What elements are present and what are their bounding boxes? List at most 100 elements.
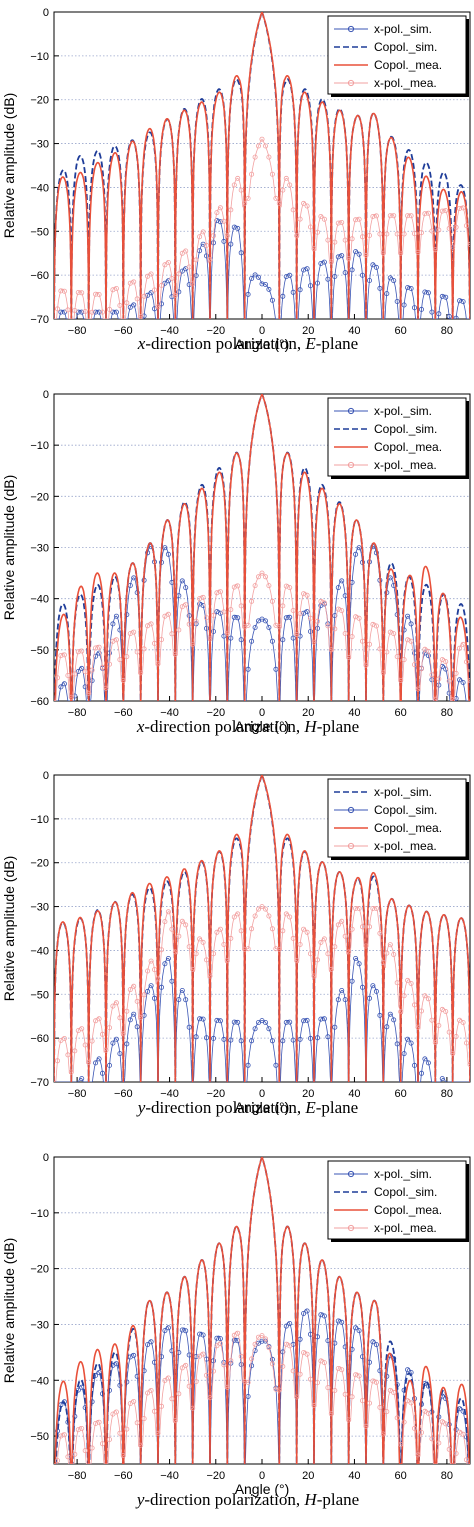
series-marker <box>276 624 282 630</box>
series-marker <box>72 1451 78 1457</box>
legend: x-pol._sim. Copol._sim. Copol._mea. x-pol._… <box>327 778 469 860</box>
series-marker <box>391 213 397 219</box>
series-marker <box>356 961 362 967</box>
series-marker <box>443 659 449 665</box>
series-marker <box>283 911 289 917</box>
series-marker <box>165 259 171 265</box>
series-marker <box>342 1391 348 1397</box>
series-marker <box>58 653 64 659</box>
y-tick-label: −60 <box>30 1033 49 1045</box>
series-marker <box>238 1353 244 1359</box>
series-marker <box>429 1017 435 1023</box>
series-marker <box>405 285 411 291</box>
series-marker <box>151 967 157 973</box>
series-marker <box>183 997 189 1003</box>
x-axis-label: Angle (°) <box>235 718 290 734</box>
series-marker <box>141 992 147 998</box>
series-marker <box>107 1437 113 1443</box>
series-marker <box>353 249 359 255</box>
legend-label: x-pol._sim. <box>374 404 432 418</box>
series-marker <box>148 983 154 989</box>
series-marker <box>429 1436 435 1442</box>
series-marker <box>89 667 95 673</box>
series-marker <box>200 594 206 600</box>
series-marker <box>228 635 234 641</box>
series-marker <box>72 1048 78 1054</box>
series-marker <box>113 613 119 619</box>
series-marker <box>231 614 237 620</box>
x-tick-label: 20 <box>302 325 314 337</box>
series-marker <box>238 1362 244 1368</box>
series-marker <box>151 287 157 293</box>
series-marker <box>273 1386 279 1392</box>
series-marker <box>266 625 272 631</box>
legend: x-pol._sim. Copol._sim. Copol._mea. x-pol._… <box>327 397 469 479</box>
series-marker <box>217 589 223 595</box>
series-marker <box>304 1351 310 1357</box>
series-marker <box>446 225 452 231</box>
series-marker <box>436 227 442 233</box>
series-marker <box>197 1353 203 1359</box>
caption-part: -plane <box>317 1490 359 1509</box>
y-tick-label: −10 <box>30 1208 49 1220</box>
legend-marker <box>347 806 355 814</box>
series-marker <box>408 638 414 644</box>
series-marker <box>210 612 216 618</box>
series-marker <box>162 1378 168 1384</box>
series-marker <box>311 973 317 979</box>
series-marker <box>422 646 428 652</box>
series-marker <box>408 213 414 219</box>
x-tick-label: 60 <box>395 1470 407 1482</box>
series-marker <box>235 175 241 181</box>
series-marker <box>359 234 365 240</box>
series-marker <box>450 697 456 701</box>
x-tick-label: −80 <box>68 1088 87 1100</box>
series-marker <box>245 622 251 628</box>
series-marker <box>148 271 154 277</box>
series-marker <box>370 1339 376 1345</box>
series-marker <box>266 1345 272 1351</box>
series-marker <box>346 655 352 661</box>
series-marker <box>314 957 320 963</box>
series-marker <box>200 241 206 247</box>
series-marker <box>457 205 463 211</box>
series-marker <box>134 1024 140 1030</box>
series-marker <box>366 641 372 647</box>
series-marker <box>221 942 227 948</box>
series-marker <box>217 1336 223 1342</box>
legend-label: x-pol._mea. <box>374 1221 437 1235</box>
series-marker <box>297 1371 303 1377</box>
x-tick-label: 20 <box>302 707 314 719</box>
series-marker <box>408 1040 414 1046</box>
series-marker <box>460 641 466 647</box>
series-marker <box>384 950 390 956</box>
series-marker <box>158 947 164 953</box>
series-marker <box>190 966 196 972</box>
series-marker <box>377 285 383 291</box>
x-tick-label: −60 <box>114 1470 133 1482</box>
series-marker <box>186 944 192 950</box>
series-marker <box>68 1069 74 1075</box>
series-marker <box>377 930 383 936</box>
series-marker <box>387 1011 393 1017</box>
series-marker <box>179 988 185 994</box>
series-marker <box>249 275 255 281</box>
series-marker <box>96 1419 102 1425</box>
series-marker <box>418 230 424 236</box>
legend-label: Copol._sim. <box>374 40 437 54</box>
series-marker <box>148 958 154 964</box>
series-marker <box>138 1442 144 1448</box>
series-marker <box>297 1036 303 1042</box>
legend-label: Copol._mea. <box>374 440 442 454</box>
x-tick-label: −60 <box>114 1088 133 1100</box>
x-tick-label: 80 <box>441 1470 453 1482</box>
series-marker <box>61 681 67 687</box>
series-marker <box>249 598 255 604</box>
series-marker <box>339 1367 345 1373</box>
caption-part: x <box>137 334 146 353</box>
series-marker <box>110 1411 116 1417</box>
x-axis-label: Angle (°) <box>235 1481 290 1497</box>
series-marker <box>162 280 168 286</box>
series-marker <box>266 583 272 589</box>
